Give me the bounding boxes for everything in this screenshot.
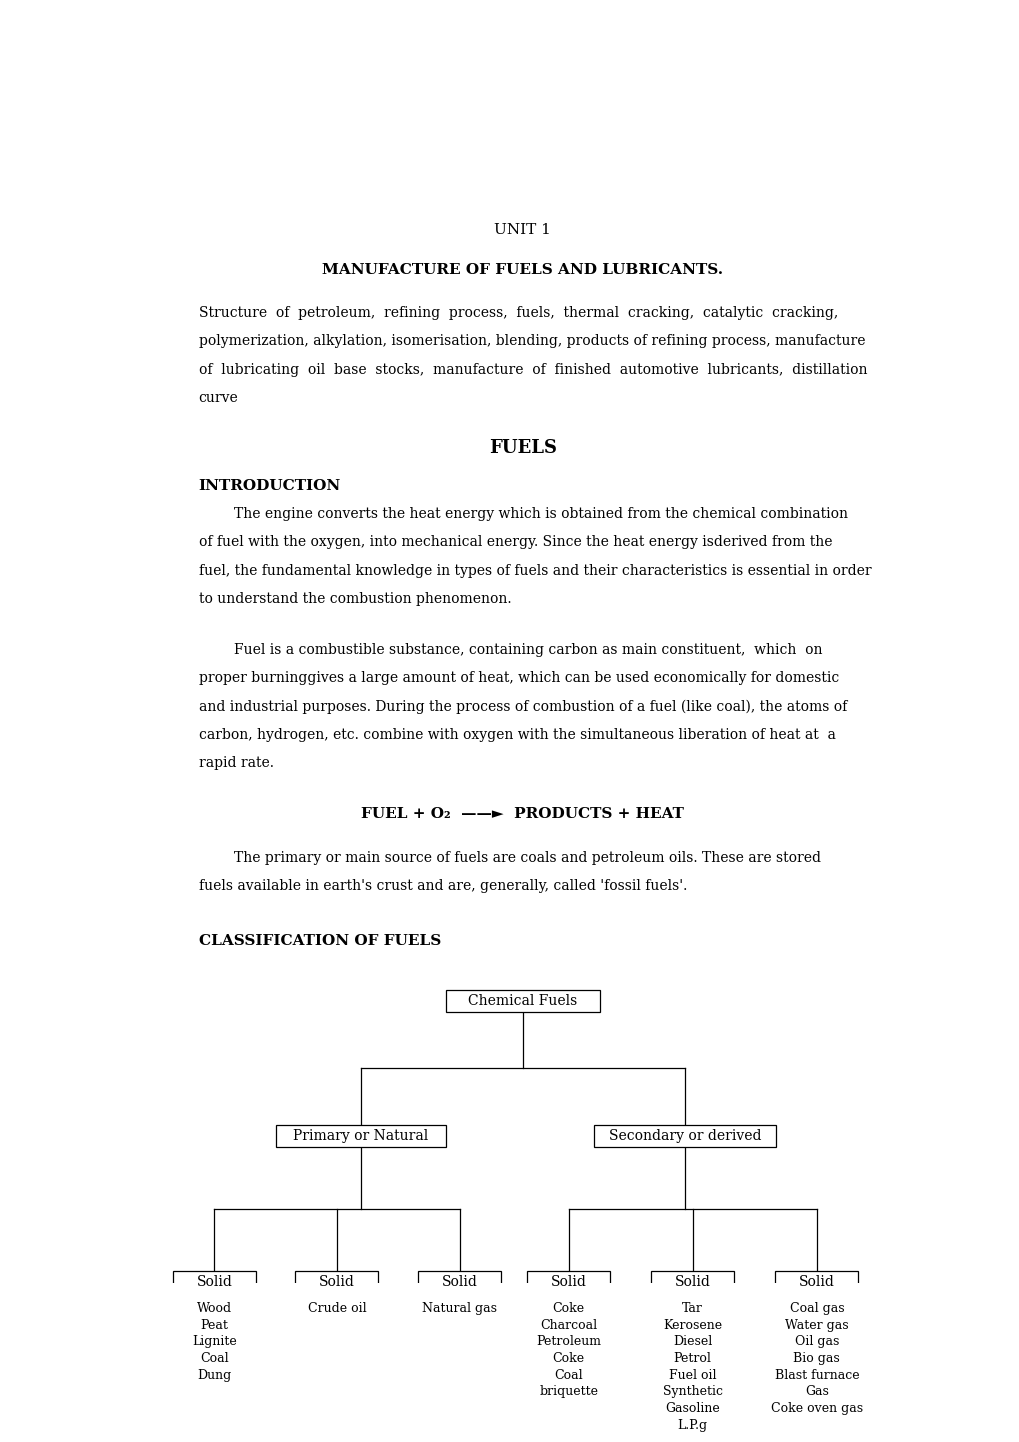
Text: rapid rate.: rapid rate. [199,756,273,770]
Text: of fuel with the oxygen, into mechanical energy. Since the heat energy isderived: of fuel with the oxygen, into mechanical… [199,535,832,549]
Text: Dung: Dung [197,1368,231,1381]
Text: Charcoal: Charcoal [539,1319,596,1332]
Text: Solid: Solid [197,1275,232,1289]
Text: Blast furnace: Blast furnace [773,1368,858,1381]
Text: Solid: Solid [675,1275,710,1289]
Bar [527,1270,609,1293]
Text: Water gas: Water gas [785,1319,848,1332]
Text: FUELS: FUELS [488,438,556,457]
Text: of  lubricating  oil  base  stocks,  manufacture  of  finished  automotive  lubr: of lubricating oil base stocks, manufact… [199,362,866,376]
Text: Tar: Tar [682,1302,702,1315]
Text: CLASSIFICATION OF FUELS: CLASSIFICATION OF FUELS [199,934,440,947]
Text: carbon, hydrogen, etc. combine with oxygen with the simultaneous liberation of h: carbon, hydrogen, etc. combine with oxyg… [199,728,835,741]
Text: Petroleum: Petroleum [536,1335,600,1348]
Bar [296,1270,378,1293]
Text: curve: curve [199,391,238,405]
Text: Gasoline: Gasoline [664,1402,719,1415]
Bar [418,1270,500,1293]
Text: Solid: Solid [798,1275,834,1289]
Text: INTRODUCTION: INTRODUCTION [199,479,340,493]
Text: Primary or Natural: Primary or Natural [292,1129,428,1142]
Text: Synthetic: Synthetic [662,1386,722,1399]
Text: Coke oven gas: Coke oven gas [770,1402,862,1415]
Text: Solid: Solid [319,1275,355,1289]
Bar [650,1270,734,1293]
Text: Crude oil: Crude oil [308,1302,366,1315]
Text: to understand the combustion phenomenon.: to understand the combustion phenomenon. [199,591,511,606]
Text: Secondary or derived: Secondary or derived [608,1129,760,1142]
Text: Structure  of  petroleum,  refining  process,  fuels,  thermal  cracking,  catal: Structure of petroleum, refining process… [199,306,837,320]
Text: fuel, the fundamental knowledge in types of fuels and their characteristics is e: fuel, the fundamental knowledge in types… [199,564,870,578]
Text: Peat: Peat [201,1319,228,1332]
Text: Chemical Fuels: Chemical Fuels [468,994,577,1008]
Text: Fuel oil: Fuel oil [668,1368,715,1381]
Text: Wood: Wood [197,1302,231,1315]
Text: The primary or main source of fuels are coals and petroleum oils. These are stor: The primary or main source of fuels are … [199,851,820,865]
Text: Natural gas: Natural gas [422,1302,496,1315]
Text: Lignite: Lignite [192,1335,236,1348]
Text: Coal: Coal [200,1353,228,1366]
Text: Solid: Solid [441,1275,477,1289]
Text: Coal gas: Coal gas [789,1302,844,1315]
Text: Fuel is a combustible substance, containing carbon as main constituent,  which  : Fuel is a combustible substance, contain… [199,643,821,658]
Text: and industrial purposes. During the process of combustion of a fuel (like coal),: and industrial purposes. During the proc… [199,699,846,714]
Text: FUEL + O₂  ——►  PRODUCTS + HEAT: FUEL + O₂ ——► PRODUCTS + HEAT [361,808,684,822]
Text: Bio gas: Bio gas [793,1353,840,1366]
Text: fuels available in earth's crust and are, generally, called 'fossil fuels'.: fuels available in earth's crust and are… [199,880,687,893]
Bar [275,1125,445,1146]
Text: proper burninggives a large amount of heat, which can be used economically for d: proper burninggives a large amount of he… [199,672,838,685]
Text: UNIT 1: UNIT 1 [494,224,550,236]
Text: Gas: Gas [804,1386,828,1399]
Text: Solid: Solid [550,1275,586,1289]
Text: Coke: Coke [552,1302,584,1315]
Text: Coke: Coke [552,1353,584,1366]
Text: Petrol: Petrol [674,1353,711,1366]
Bar [173,1270,256,1293]
Text: Coal: Coal [553,1368,582,1381]
Text: Diesel: Diesel [673,1335,711,1348]
Text: briquette: briquette [539,1386,597,1399]
Text: The engine converts the heat energy which is obtained from the chemical combinat: The engine converts the heat energy whic… [199,508,847,521]
Bar [593,1125,774,1146]
Text: Kerosene: Kerosene [662,1319,721,1332]
Text: MANUFACTURE OF FUELS AND LUBRICANTS.: MANUFACTURE OF FUELS AND LUBRICANTS. [322,262,722,277]
Text: polymerization, alkylation, isomerisation, blending, products of refining proces: polymerization, alkylation, isomerisatio… [199,335,864,349]
Text: L.P.g: L.P.g [677,1419,707,1432]
Bar [774,1270,857,1293]
Bar [445,991,599,1012]
Text: Oil gas: Oil gas [794,1335,839,1348]
